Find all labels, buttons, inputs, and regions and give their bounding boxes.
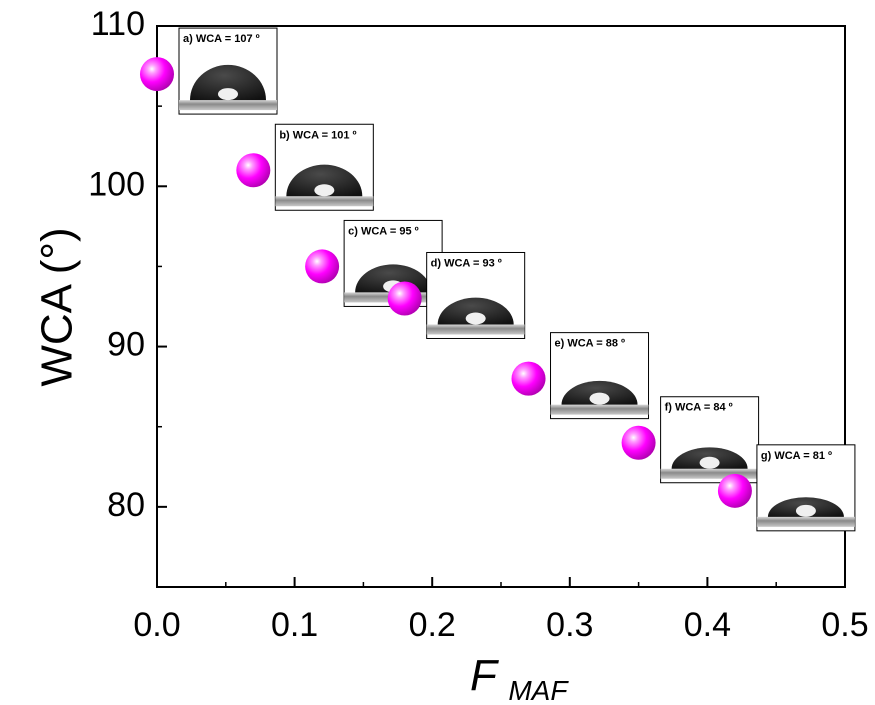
x-tick-label: 0.5: [821, 606, 868, 644]
droplet-inset: f) WCA = 84 º: [660, 396, 760, 484]
droplet-inset: a) WCA = 107 º: [178, 27, 278, 115]
substrate-surface: [275, 196, 374, 207]
data-point: [387, 281, 422, 316]
x-axis-title-subscript: MAF: [508, 675, 569, 705]
inset-label: g) WCA = 81 º: [761, 450, 832, 462]
data-markers: [140, 57, 752, 508]
data-point: [236, 153, 271, 188]
droplet-highlight: [795, 504, 816, 517]
x-axis-title-main: F: [470, 651, 499, 700]
droplet-inset: d) WCA = 93 º: [426, 251, 526, 339]
inset-label: f) WCA = 84 º: [665, 402, 733, 414]
water-droplet: [190, 64, 266, 101]
inset-label: c) WCA = 95 º: [348, 225, 419, 237]
droplet-inset: g) WCA = 81 º: [756, 444, 856, 532]
inset-label: a) WCA = 107 º: [183, 33, 260, 45]
x-tick-label: 0.4: [684, 606, 731, 644]
x-tick-label: 0.0: [133, 606, 180, 644]
substrate-surface: [756, 516, 855, 527]
data-point: [140, 57, 174, 92]
y-tick-label: 100: [88, 165, 145, 203]
y-tick-label: 90: [107, 326, 145, 364]
substrate-surface: [179, 100, 277, 111]
x-tick-label: 0.3: [546, 606, 593, 644]
droplet-inset: e) WCA = 88 º: [550, 332, 650, 420]
y-axis-title: WCA (°): [33, 227, 82, 386]
x-tick-label: 0.1: [271, 606, 318, 644]
y-tick-label: 80: [107, 486, 145, 524]
droplet-insets: a) WCA = 107 º b) WCA = 101 º c) WCA = 95 …: [178, 27, 856, 532]
water-droplet: [286, 164, 363, 197]
droplet-highlight: [589, 392, 610, 405]
data-point: [621, 425, 656, 460]
y-tick-label: 110: [91, 5, 145, 43]
x-axis-title: F MAF: [470, 651, 569, 705]
substrate-surface: [550, 404, 649, 415]
data-point: [717, 473, 752, 508]
droplet-highlight: [699, 456, 720, 469]
droplet-highlight: [465, 312, 486, 325]
droplet-inset: b) WCA = 101 º: [274, 123, 374, 211]
substrate-surface: [426, 324, 525, 335]
droplet-highlight: [314, 184, 335, 197]
inset-label: b) WCA = 101 º: [279, 129, 356, 141]
x-axis-ticks: 0.0 0.1 0.2 0.3 0.4 0.5: [133, 577, 869, 644]
substrate-surface: [660, 468, 759, 479]
inset-label: d) WCA = 93 º: [431, 257, 502, 269]
y-axis-ticks: 80 90 100 110: [88, 5, 167, 588]
data-point: [511, 361, 546, 396]
data-point: [305, 249, 340, 284]
water-droplet: [437, 297, 514, 325]
droplet-highlight: [218, 88, 238, 101]
x-tick-label: 0.2: [409, 606, 456, 644]
inset-label: e) WCA = 88 º: [555, 338, 626, 350]
